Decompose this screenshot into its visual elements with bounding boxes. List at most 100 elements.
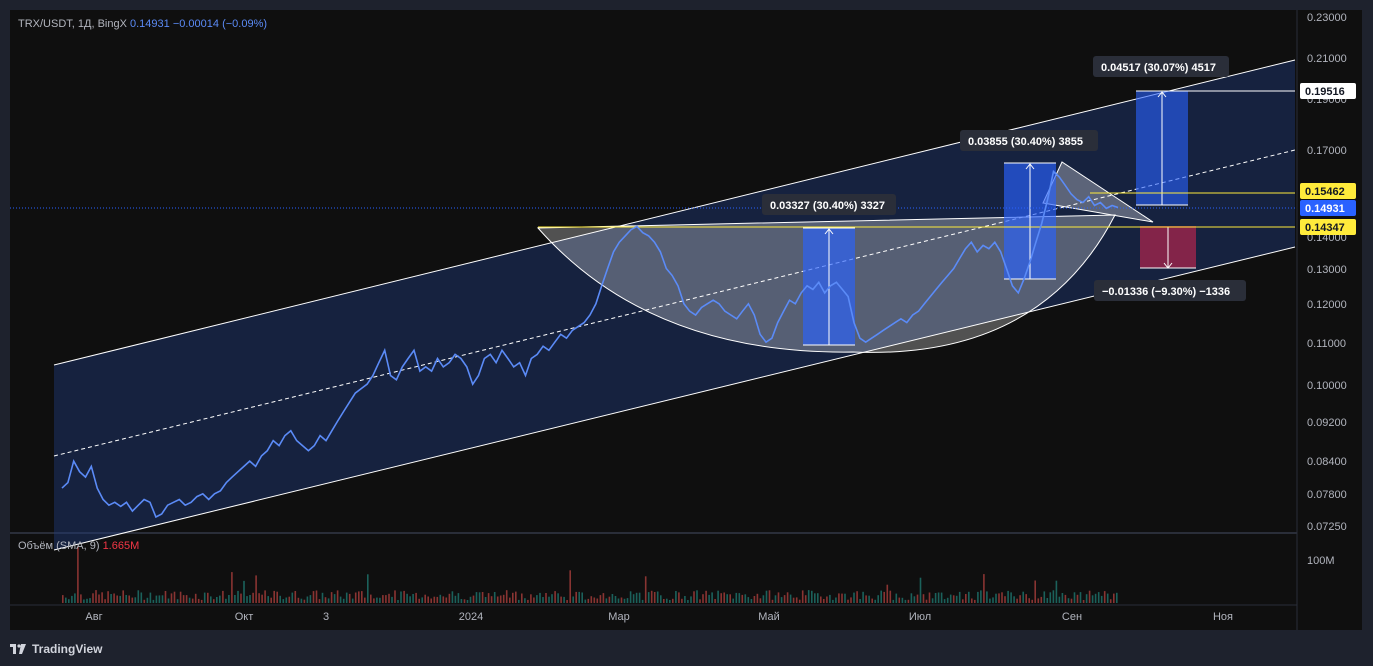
volume-bar	[176, 599, 179, 603]
volume-bar	[499, 595, 502, 603]
volume-bar	[804, 595, 807, 603]
volume-bar	[965, 594, 967, 603]
volume-bar	[1040, 596, 1043, 603]
volume-bar	[744, 594, 747, 603]
volume-bar	[484, 597, 487, 603]
volume-bar	[660, 595, 662, 603]
symbol-label[interactable]: TRX/USDT, 1Д, BingX	[18, 18, 127, 30]
volume-bar	[569, 570, 571, 603]
volume-bar	[946, 597, 949, 603]
volume-bar	[527, 599, 529, 603]
volume-bar	[823, 599, 825, 603]
volume-bar	[877, 595, 879, 603]
chart-svg[interactable]: 0.230000.210000.190000.170000.140000.130…	[10, 10, 1362, 630]
volume-bar	[249, 595, 251, 603]
volume-bar	[179, 591, 182, 603]
tradingview-footer[interactable]: TradingView	[10, 640, 102, 658]
volume-bar	[530, 594, 532, 603]
volume-bar	[496, 596, 499, 603]
measure-label: 0.03327 (30.40%) 3327	[770, 200, 885, 212]
volume-bar	[288, 596, 291, 603]
volume-bar	[750, 599, 753, 603]
volume-bar	[1073, 592, 1076, 603]
volume-bar	[533, 597, 535, 603]
volume-bar	[663, 599, 665, 603]
volume-bar	[623, 598, 626, 603]
volume-bar	[856, 591, 858, 603]
price-axis-label: 0.17000	[1307, 145, 1347, 157]
volume-bar	[1001, 592, 1003, 603]
volume-bar	[210, 596, 212, 603]
volume-bar	[276, 591, 278, 603]
volume-bar	[575, 591, 577, 603]
volume-indicator-label[interactable]: Объём (SMA, 9)	[18, 540, 100, 552]
volume-bar	[68, 599, 70, 603]
volume-bar	[832, 599, 834, 603]
volume-bar	[140, 592, 143, 603]
volume-bar	[829, 594, 831, 603]
volume-bar	[509, 597, 511, 603]
volume-bar	[1106, 593, 1109, 603]
volume-bar	[653, 592, 656, 603]
volume-bar	[1103, 591, 1106, 603]
volume-bar	[798, 599, 801, 603]
volume-bar	[222, 590, 224, 603]
volume-bar	[225, 598, 227, 603]
volume-bar	[847, 599, 849, 603]
volume-bar	[409, 596, 411, 603]
last-price: 0.14931	[130, 18, 170, 30]
volume-bar	[113, 593, 115, 603]
volume-bar	[436, 596, 439, 603]
volume-bar	[370, 594, 372, 603]
volume-bar	[1016, 598, 1018, 603]
volume-bar	[475, 592, 478, 603]
volume-bar	[992, 597, 994, 603]
price-axis-label: 0.07800	[1307, 489, 1347, 501]
volume-bar	[952, 595, 955, 603]
volume-legend[interactable]: Объём (SMA, 9) 1.665M	[18, 540, 139, 552]
volume-bar	[394, 590, 396, 603]
volume-bar	[403, 590, 405, 603]
price-change: −0.00014 (−0.09%)	[172, 18, 268, 30]
volume-bar	[705, 590, 707, 603]
volume-bar	[505, 590, 508, 603]
volume-bar	[1076, 594, 1079, 603]
volume-bar	[795, 597, 798, 603]
volume-bar	[599, 595, 602, 603]
volume-bar	[418, 598, 420, 603]
measure-label: 0.03855 (30.40%) 3855	[968, 136, 1083, 148]
volume-bar	[110, 594, 112, 603]
volume-bar	[89, 598, 91, 603]
tradingview-brand[interactable]: TradingView	[32, 642, 103, 656]
chart-panel[interactable]: 0.23000 0.21000 0.19000 0.17000 0.14000 0.130…	[10, 10, 1362, 630]
volume-bar	[584, 599, 587, 603]
volume-bar	[708, 594, 710, 603]
volume-bar	[95, 590, 97, 603]
volume-bar	[998, 593, 1000, 603]
volume-bar	[726, 594, 728, 603]
volume-bar	[593, 597, 596, 603]
volume-bar	[542, 597, 544, 603]
volume-bar	[578, 591, 580, 603]
volume-bar	[1022, 591, 1024, 603]
volume-bar	[605, 598, 608, 603]
volume-bar	[122, 590, 124, 603]
price-axis-label: 0.12000	[1307, 299, 1347, 311]
volume-bar	[650, 590, 653, 603]
volume-bar	[889, 590, 892, 603]
volume-bar	[285, 597, 288, 603]
volume-bar	[678, 592, 680, 603]
volume-bar	[460, 599, 463, 603]
volume-bar	[774, 595, 777, 603]
volume-bar	[98, 594, 100, 603]
symbol-legend[interactable]: TRX/USDT, 1Д, BingX 0.14931 −0.00014 (−0…	[18, 18, 267, 30]
volume-bar	[868, 595, 870, 603]
price-axis-label: 0.10000	[1307, 380, 1347, 392]
volume-bar	[747, 597, 750, 603]
volume-bar	[572, 596, 574, 603]
volume-bar	[351, 598, 354, 603]
volume-bar	[321, 592, 324, 603]
volume-bar	[439, 594, 442, 603]
volume-bar	[741, 594, 744, 603]
volume-bar	[243, 580, 245, 603]
